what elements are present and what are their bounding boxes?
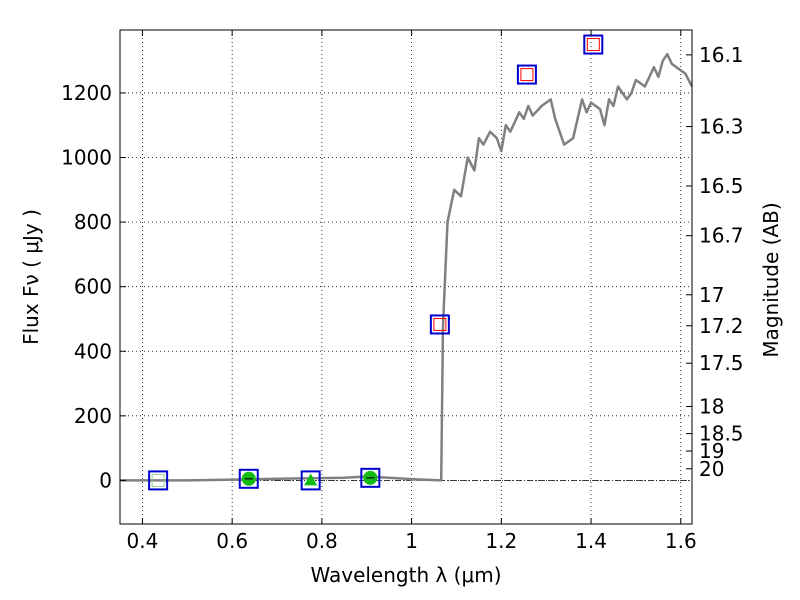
y-tick-label: 200 bbox=[74, 404, 112, 428]
magnitude-tick-label: 16.7 bbox=[699, 224, 744, 248]
photometry-box bbox=[148, 470, 169, 491]
x-tick-label: 0.8 bbox=[306, 529, 338, 553]
y-tick-label: 400 bbox=[74, 339, 112, 363]
x-tick-label: 1.4 bbox=[575, 529, 607, 553]
y-axis-ticks: 0 200 400 600 800 1000 1200 bbox=[61, 81, 126, 492]
magnitude-tick-label: 16.3 bbox=[699, 115, 744, 139]
x-tick-label: 1 bbox=[405, 529, 418, 553]
x-tick-label: 0.6 bbox=[216, 529, 248, 553]
magnitude-axis-title: Magnitude (AB) bbox=[759, 202, 783, 357]
plot-frame bbox=[119, 29, 693, 525]
magnitude-tick-label: 16.1 bbox=[699, 43, 744, 67]
x-tick-label: 1.2 bbox=[485, 529, 517, 553]
magnitude-tick-label: 18 bbox=[699, 394, 724, 418]
y-tick-label: 0 bbox=[99, 468, 112, 492]
magnitude-tick-label: 17.2 bbox=[699, 314, 744, 338]
x-axis-ticks: 0.4 0.6 0.8 1 1.2 1.4 1.6 bbox=[127, 30, 697, 553]
photometry-box bbox=[583, 34, 604, 55]
photometry-inner-square bbox=[151, 473, 165, 487]
photometry-box bbox=[516, 64, 537, 85]
magnitude-tick-label: 16.5 bbox=[699, 174, 744, 198]
x-axis-title: Wavelength λ (μm) bbox=[310, 563, 501, 587]
y-tick-label: 1000 bbox=[61, 146, 112, 170]
sed-curve-layer bbox=[120, 52, 694, 482]
x-tick-label: 0.4 bbox=[127, 529, 159, 553]
magnitude-tick-label: 19 bbox=[699, 439, 724, 463]
magnitude-tick-label: 18.5 bbox=[699, 422, 744, 446]
photometry-box bbox=[429, 314, 450, 335]
photometry-box bbox=[360, 467, 381, 488]
y-axis-title: Flux Fν ( μJy ) bbox=[19, 209, 43, 345]
magnitude-tick-label: 17 bbox=[699, 283, 724, 307]
photometry-inner-square bbox=[520, 68, 534, 82]
photometry-triangle bbox=[304, 473, 318, 486]
photometry-box bbox=[300, 470, 321, 491]
photometry-inner-square bbox=[586, 38, 600, 52]
photometry-box bbox=[238, 468, 259, 489]
y-tick-label: 600 bbox=[74, 275, 112, 299]
photometry-markers bbox=[148, 34, 604, 491]
x-tick-label: 1.6 bbox=[665, 529, 697, 553]
magnitude-tick-label: 17.5 bbox=[699, 351, 744, 375]
y-tick-label: 1200 bbox=[61, 81, 112, 105]
y-tick-label: 800 bbox=[74, 210, 112, 234]
magnitude-tick-label: 20 bbox=[699, 457, 724, 481]
sed-curve bbox=[120, 52, 694, 482]
photometry-inner-square bbox=[433, 317, 447, 331]
